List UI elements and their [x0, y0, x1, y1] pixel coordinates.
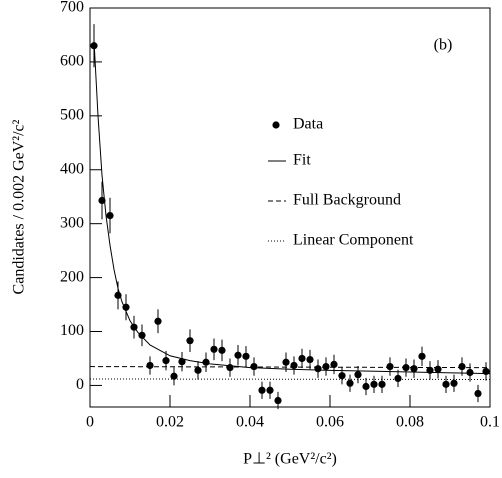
data-point [282, 358, 290, 366]
y-tick-label: 700 [60, 0, 84, 16]
data-point [346, 379, 354, 387]
data-point [370, 380, 378, 388]
y-tick-label: 600 [60, 53, 84, 70]
data-point [186, 337, 194, 345]
data-point [450, 379, 458, 387]
data-point [154, 317, 162, 325]
data-point [362, 382, 370, 391]
x-tick-label: 0.1 [480, 414, 500, 431]
data-point [98, 196, 106, 205]
x-tick-label: 0.08 [396, 414, 424, 431]
y-tick-label: 100 [60, 322, 84, 339]
data-point [298, 354, 306, 363]
data-point [306, 355, 314, 364]
line-dashed [89, 366, 491, 369]
data-point [258, 386, 266, 394]
data-point [378, 380, 386, 388]
data-point [122, 303, 130, 311]
data-point [162, 357, 170, 365]
y-tick-label: 500 [60, 107, 84, 124]
data-point [410, 365, 418, 373]
y-tick-label: 300 [60, 214, 84, 231]
y-tick-label: 400 [60, 160, 84, 177]
data-point [322, 362, 330, 371]
legend-label: Full Background [293, 192, 401, 209]
plot-frame [89, 7, 491, 408]
data-point [202, 358, 210, 366]
data-point [386, 362, 394, 371]
data-point [146, 361, 154, 370]
data-point [274, 396, 282, 405]
x-tick-label: 0.04 [236, 414, 264, 431]
x-tick-label: 0 [86, 414, 94, 431]
data-point [466, 368, 474, 377]
data-point [170, 372, 178, 380]
legend-label: Fit [293, 152, 311, 169]
data-point [330, 360, 338, 369]
y-tick-label: 200 [60, 268, 84, 285]
legend-label: Linear Component [293, 232, 414, 249]
data-point [266, 386, 274, 394]
legend-label: Data [293, 116, 323, 133]
data-point [194, 366, 202, 374]
data-point [418, 352, 426, 360]
data-point [458, 362, 466, 371]
legend-marker [272, 121, 280, 129]
data-point [290, 361, 298, 370]
data-point [442, 380, 450, 388]
data-point [338, 372, 346, 380]
x-axis-label: P⊥² (GeV²/c²) [243, 451, 337, 468]
y-axis-label: Candidates / 0.002 GeV²/c² [11, 119, 28, 294]
data-point [210, 345, 218, 353]
data-point [354, 371, 362, 379]
data-point [106, 211, 114, 220]
data-point [138, 331, 146, 339]
data-point [218, 346, 226, 354]
line-dotted [89, 378, 491, 380]
data-point [434, 365, 442, 373]
x-tick-label: 0.02 [156, 414, 184, 431]
x-tick-label: 0.06 [316, 414, 344, 431]
data-point [474, 389, 482, 398]
data-point [178, 358, 186, 366]
line-solid [93, 40, 491, 375]
data-point [242, 352, 250, 360]
y-tick-label: 0 [76, 376, 84, 393]
data-point [394, 374, 402, 383]
data-point [314, 365, 322, 373]
panel-label: (b) [434, 37, 453, 54]
data-point [234, 351, 242, 359]
